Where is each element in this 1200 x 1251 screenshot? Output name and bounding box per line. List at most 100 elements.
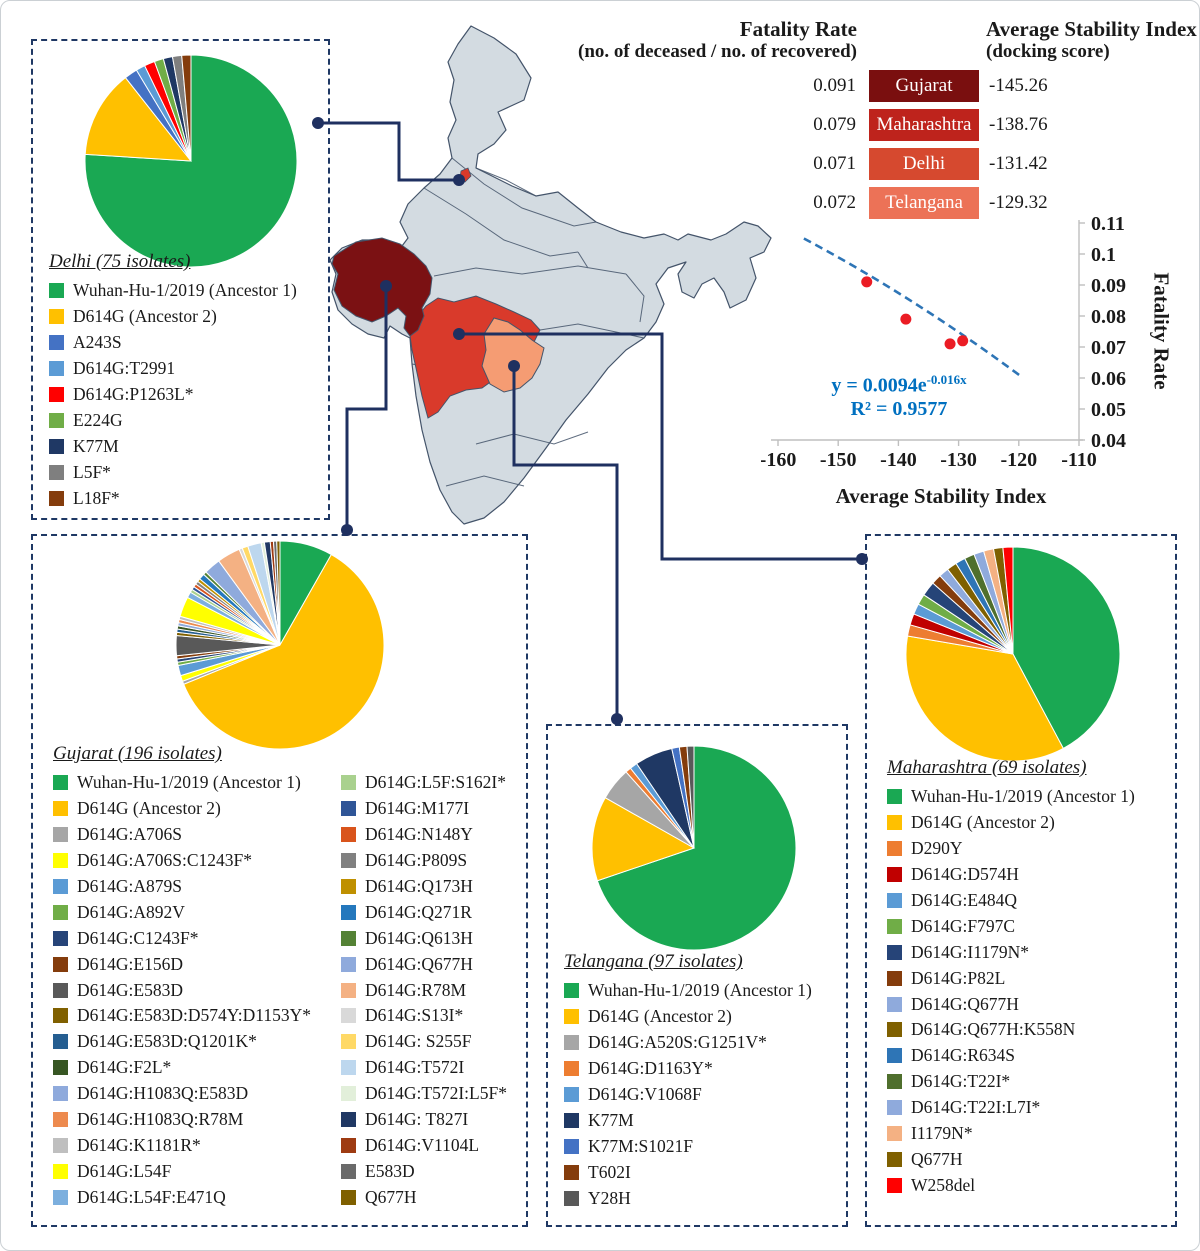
legend-label: Wuhan-Hu-1/2019 (Ancestor 1) <box>588 980 812 1001</box>
pie-slice <box>84 54 298 268</box>
maharashtra-box <box>865 534 1177 1227</box>
legend-label: D614G:F2L* <box>77 1057 172 1078</box>
legend-label: D614G:F797C <box>911 915 1016 936</box>
axis-tick-label: -140 <box>880 449 917 471</box>
legend-label: D614G:L54F <box>77 1160 172 1181</box>
x-axis-title: Average Stability Index <box>835 484 1047 508</box>
legend-label: Wuhan-Hu-1/2019 (Ancestor 1) <box>77 772 301 793</box>
stability-header: Average Stability Index (docking score) <box>986 17 1197 63</box>
legend-label: D614G:T572I <box>365 1057 465 1078</box>
equation-text: y = 0.0094e-0.016x <box>831 372 967 397</box>
fatality-value: 0.091 <box>813 75 856 96</box>
legend-swatch <box>53 827 68 843</box>
legend-item: D614G: T827I <box>341 1107 507 1133</box>
legend-item: D614G:T2991 <box>49 356 297 382</box>
axis-tick-label: 0.08 <box>1091 306 1126 328</box>
legend-swatch <box>341 1008 356 1024</box>
legend-swatch <box>49 335 64 351</box>
legend-item: D614G:M177I <box>341 796 507 822</box>
legend-swatch <box>53 879 68 894</box>
legend-label: D614G:Q173H <box>365 876 473 896</box>
legend-label: D290Y <box>911 838 963 859</box>
legend-item: L5F* <box>49 459 297 485</box>
legend-item: D614G:P82L <box>887 965 1135 991</box>
legend-swatch <box>53 956 68 972</box>
fatality-header-title: Fatality Rate <box>739 17 857 41</box>
legend-item: D614G:D574H <box>887 862 1135 888</box>
axis-tick-label: 0.05 <box>1091 399 1126 421</box>
pie-slice <box>181 54 192 162</box>
legend-label: Y28H <box>588 1187 631 1208</box>
legend-title: Maharashtra (69 isolates) <box>887 757 1087 778</box>
legend-label: D614G:M177I <box>365 798 470 819</box>
pie-slice <box>596 745 797 951</box>
legend-swatch <box>887 970 902 986</box>
legend-item: D614G:Q677H <box>341 951 507 977</box>
legend-item: D614G (Ancestor 2) <box>887 810 1135 836</box>
legend-item: D614G:A706S <box>53 822 341 848</box>
r-squared-text: R² = 0.9577 <box>850 397 948 420</box>
legend-label: D614G:V1068F <box>588 1084 702 1104</box>
legend-swatch <box>49 438 64 454</box>
legend-item: D614G:P1263L* <box>49 382 297 408</box>
legend-item: D614G:H1083Q:R78M <box>53 1107 341 1133</box>
legend-item: I1179N* <box>887 1121 1135 1147</box>
legend-swatch <box>564 1112 579 1128</box>
legend-label: D614G:Q677H <box>365 953 473 974</box>
legend-swatch <box>887 996 902 1012</box>
legend-label: D614G:T22I:L7I* <box>911 1097 1041 1118</box>
telangana-legend: Telangana (97 isolates) Wuhan-Hu-1/2019 (… <box>564 951 812 1211</box>
pie-slice <box>1012 546 1121 750</box>
legend-label: D614G:P82L <box>911 967 1006 988</box>
table-row-telangana: 0.072 Telangana -129.32 <box>776 187 1084 219</box>
delhi-legend: Delhi (75 isolates) Wuhan-Hu-1/2019 (Ance… <box>49 251 297 511</box>
legend-label: W258del <box>911 1174 976 1195</box>
stability-value: -129.32 <box>989 192 1048 213</box>
legend-label: D614G: S255F <box>365 1031 472 1052</box>
legend-item: Wuhan-Hu-1/2019 (Ancestor 1) <box>887 784 1135 810</box>
legend-swatch <box>53 775 68 791</box>
legend-label: D614G:A706S:C1243F* <box>77 850 253 871</box>
legend-label: D614G:E583D <box>77 979 183 1000</box>
legend-item: D614G:L54F <box>53 1158 341 1184</box>
legend-label: T602I <box>588 1161 631 1182</box>
gujarat-box <box>31 534 528 1227</box>
legend-title: Gujarat (196 isolates) <box>53 743 222 764</box>
axis-tick-label: 0.06 <box>1091 368 1126 390</box>
legend-item: D614G:V1104L <box>341 1132 507 1158</box>
legend-swatch <box>49 490 64 506</box>
y-axis-title: Fatality Rate <box>1149 272 1174 390</box>
legend-label: D614G (Ancestor 2) <box>588 1006 732 1027</box>
legend-item: D614G:K1181R* <box>53 1132 341 1158</box>
legend-item: D614G:E583D <box>53 977 341 1003</box>
legend-label: L5F* <box>73 461 111 482</box>
legend-item: D614G:R78M <box>341 977 507 1003</box>
legend-swatch <box>341 956 356 972</box>
legend-swatch <box>341 904 356 920</box>
data-point-telangana <box>957 335 969 347</box>
stability-value: -145.26 <box>989 75 1048 96</box>
legend-swatch <box>49 387 64 402</box>
pie-slice <box>276 540 281 646</box>
legend-swatch <box>887 789 902 805</box>
legend-label: D614G:E583D:D574Y:D1153Y* <box>77 1005 311 1026</box>
table-row-gujarat: 0.091 Gujarat -145.26 <box>776 70 1084 102</box>
legend-label: D614G (Ancestor 2) <box>73 306 217 327</box>
legend-item: Q677H <box>887 1146 1135 1172</box>
legend-swatch <box>341 879 356 894</box>
legend-label: Q677H <box>911 1148 963 1169</box>
legend-swatch <box>341 1086 356 1102</box>
data-point-gujarat <box>861 276 873 288</box>
legend-item: K77M <box>564 1107 812 1133</box>
legend-label: E224G <box>73 409 123 430</box>
gujarat-pie-chart <box>175 540 385 750</box>
pie-slice <box>84 76 193 162</box>
legend-label: D614G:H1083Q:E583D <box>77 1083 249 1104</box>
fatality-value: 0.071 <box>813 153 856 174</box>
legend-swatch <box>53 1086 68 1102</box>
legend-swatch <box>49 464 64 480</box>
fatality-value: 0.072 <box>813 192 856 213</box>
legend-swatch <box>341 1189 356 1205</box>
legend-swatch <box>341 930 356 946</box>
